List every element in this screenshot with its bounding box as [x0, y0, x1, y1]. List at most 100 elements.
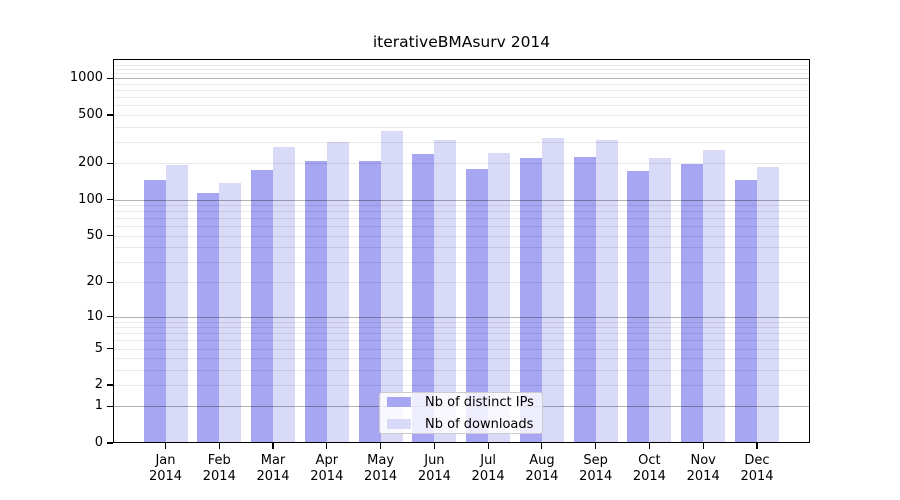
- legend-label-downloads: Nb of downloads: [425, 416, 534, 432]
- x-tick-label-nov: Nov 2014: [686, 453, 720, 484]
- gridline-30: [114, 261, 809, 263]
- gridline-60: [114, 226, 809, 228]
- x-tick-label-jan: Jan 2014: [148, 453, 183, 484]
- gridline-500: [114, 115, 809, 116]
- y-tick-mark: [107, 347, 113, 350]
- gridline-50: [114, 235, 809, 237]
- x-tick-mark: [648, 443, 650, 449]
- gridline-300: [114, 141, 809, 143]
- x-tick-label-may: May 2014: [364, 453, 398, 484]
- bar-nb-of-downloads-sep-2014: [595, 140, 618, 442]
- y-tick-mark: [107, 405, 113, 407]
- bar-nb-of-distinct-ips-jul-2014: [466, 169, 489, 442]
- legend-label-distinct-ips: Nb of distinct IPs: [425, 394, 534, 410]
- bar-nb-of-distinct-ips-mar-2014: [251, 170, 273, 442]
- bar-nb-of-distinct-ips-oct-2014: [627, 171, 650, 442]
- bar-nb-of-distinct-ips-nov-2014: [681, 163, 704, 442]
- gridline-6: [114, 340, 809, 342]
- x-tick-label-dec: Dec 2014: [740, 453, 774, 484]
- bar-nb-of-distinct-ips-apr-2014: [304, 161, 327, 442]
- legend-item-distinct-ips: Nb of distinct IPs: [387, 395, 535, 410]
- y-tick-mark: [107, 198, 113, 201]
- x-tick-label-mar: Mar 2014: [256, 453, 290, 484]
- y-tick-mark: [107, 315, 113, 318]
- y-tick-mark: [107, 77, 113, 79]
- legend-swatch-downloads: [387, 419, 411, 429]
- y-tick-mark: [107, 281, 113, 283]
- gridline-3: [114, 369, 809, 371]
- legend-swatch-distinct-ips: [387, 397, 411, 407]
- gridline-1100: [114, 73, 809, 75]
- y-tick-label: 5: [94, 340, 103, 356]
- bar-nb-of-downloads-may-2014: [380, 130, 403, 442]
- x-tick-label-feb: Feb 2014: [202, 453, 236, 484]
- y-tick-mark: [107, 234, 113, 237]
- gridline-700: [114, 97, 809, 99]
- bar-nb-of-downloads-jun-2014: [434, 140, 457, 442]
- bar-nb-of-downloads-feb-2014: [219, 182, 242, 442]
- bar-nb-of-distinct-ips-feb-2014: [197, 193, 220, 442]
- gridline-80: [114, 211, 809, 213]
- bar-nb-of-distinct-ips-jan-2014: [143, 180, 166, 442]
- x-tick-mark: [272, 443, 274, 449]
- gridline-40: [114, 247, 809, 248]
- bar-nb-of-downloads-oct-2014: [649, 157, 672, 442]
- gridline-20: [114, 282, 809, 284]
- gridline-70: [114, 218, 809, 220]
- gridline-100: [114, 199, 809, 201]
- x-tick-label-jul: Jul 2014: [471, 453, 505, 484]
- gridline-800: [114, 90, 809, 92]
- y-tick-label: 200: [78, 155, 103, 171]
- y-tick-label: 100: [78, 191, 103, 207]
- bar-nb-of-distinct-ips-aug-2014: [519, 157, 542, 442]
- gridline-1000: [114, 78, 809, 80]
- y-tick-label: 1: [94, 398, 103, 414]
- x-tick-label-oct: Oct 2014: [632, 453, 666, 484]
- x-tick-label-apr: Apr 2014: [310, 453, 344, 484]
- gridline-4: [114, 358, 809, 360]
- x-tick-mark: [487, 443, 489, 449]
- bar-nb-of-distinct-ips-dec-2014: [735, 179, 757, 442]
- bar-nb-of-downloads-nov-2014: [703, 150, 726, 442]
- y-tick-mark: [107, 114, 113, 116]
- x-tick-mark: [541, 443, 543, 449]
- gridline-400: [114, 126, 809, 128]
- chart-title: iterativeBMAsurv 2014: [372, 33, 551, 51]
- x-tick-mark: [756, 443, 758, 449]
- x-tick-label-sep: Sep 2014: [579, 453, 613, 484]
- bar-nb-of-downloads-jan-2014: [165, 164, 188, 442]
- gridline-600: [114, 105, 809, 107]
- y-tick-label: 2: [94, 377, 103, 392]
- bar-nb-of-distinct-ips-sep-2014: [573, 157, 596, 442]
- legend-item-downloads: Nb of downloads: [387, 417, 535, 432]
- x-tick-mark: [326, 443, 328, 449]
- gridline-90: [114, 205, 809, 206]
- gridline-2: [114, 385, 809, 386]
- x-tick-mark: [380, 443, 382, 449]
- bar-nb-of-distinct-ips-jun-2014: [412, 153, 435, 442]
- y-tick-mark: [107, 162, 113, 164]
- x-tick-mark: [164, 443, 167, 449]
- y-tick-label: 50: [86, 227, 103, 243]
- y-tick-label: 500: [78, 107, 103, 122]
- bar-nb-of-distinct-ips-may-2014: [358, 160, 381, 442]
- gridline-1300: [114, 64, 809, 66]
- gridline-7: [114, 333, 809, 335]
- bar-nb-of-downloads-aug-2014: [541, 137, 564, 442]
- bar-nb-of-downloads-dec-2014: [757, 166, 779, 442]
- y-tick-label: 0: [94, 435, 103, 450]
- legend: Nb of distinct IPs Nb of downloads: [379, 392, 543, 434]
- x-tick-label-aug: Aug 2014: [525, 453, 559, 484]
- bar-nb-of-downloads-mar-2014: [273, 147, 295, 442]
- x-tick-mark: [702, 443, 704, 449]
- bar-nb-of-downloads-apr-2014: [326, 141, 349, 442]
- gridline-10: [114, 316, 809, 318]
- x-tick-mark: [218, 443, 220, 449]
- y-tick-mark: [107, 384, 113, 386]
- x-tick-mark: [433, 443, 435, 449]
- y-tick-label: 20: [86, 274, 103, 290]
- y-tick-label: 10: [86, 308, 103, 324]
- gridline-8: [114, 327, 809, 329]
- gridline-900: [114, 84, 809, 85]
